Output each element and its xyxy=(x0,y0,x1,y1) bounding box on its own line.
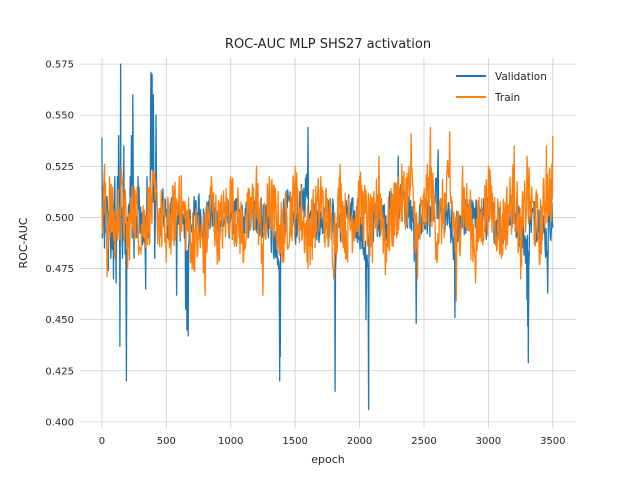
y-tick-label: 0.475 xyxy=(45,264,74,275)
tick-labels: 0 500 1000 1500 2000 2500 3000 3500 0.400 0.425 0.… xyxy=(45,60,565,447)
x-tick-label: 3000 xyxy=(476,436,501,447)
y-tick-label: 0.575 xyxy=(45,60,74,71)
x-axis-label: epoch xyxy=(311,453,345,466)
x-tick-label: 500 xyxy=(157,436,176,447)
y-tick-label: 0.550 xyxy=(45,111,74,122)
x-tick-label: 1500 xyxy=(282,436,307,447)
grid-lines xyxy=(80,58,576,428)
y-tick-label: 0.400 xyxy=(45,417,74,428)
y-tick-label: 0.425 xyxy=(45,366,74,377)
x-tick-label: 0 xyxy=(99,436,105,447)
legend-label-validation: Validation xyxy=(495,71,547,83)
series-line-train xyxy=(101,126,554,302)
x-tick-label: 2000 xyxy=(347,436,372,447)
legend: Validation Train xyxy=(456,71,547,104)
chart-title: ROC-AUC MLP SHS27 activation xyxy=(225,37,431,52)
x-tick-label: 3500 xyxy=(540,436,565,447)
x-tick-label: 1000 xyxy=(218,436,243,447)
y-tick-label: 0.525 xyxy=(45,162,74,173)
y-tick-label: 0.500 xyxy=(45,213,74,224)
y-axis-label: ROC-AUC xyxy=(17,217,30,268)
legend-label-train: Train xyxy=(494,92,520,104)
x-tick-label: 2500 xyxy=(411,436,436,447)
series-layer xyxy=(101,63,554,411)
y-tick-label: 0.450 xyxy=(45,315,74,326)
